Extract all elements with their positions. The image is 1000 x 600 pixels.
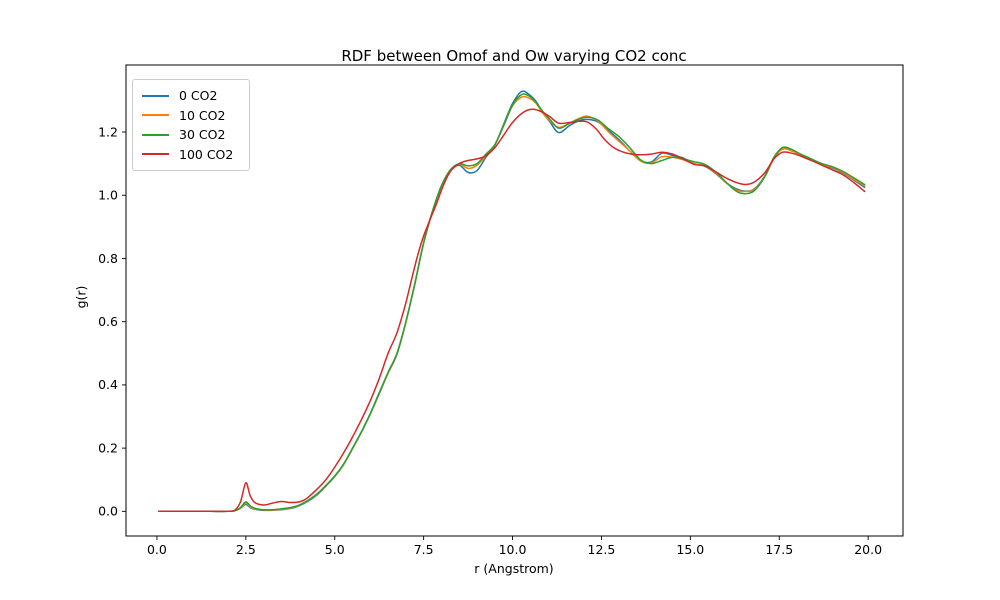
y-tick-label: 0.6 bbox=[98, 314, 118, 329]
chart-title: RDF between Omof and Ow varying CO2 conc bbox=[341, 47, 687, 65]
legend-line-swatch-green bbox=[142, 133, 169, 136]
x-tick-label: 5.0 bbox=[325, 542, 345, 557]
x-axis-label: r (Angstrom) bbox=[474, 561, 554, 576]
y-tick-label: 0.8 bbox=[98, 251, 118, 266]
legend-line-swatch-red bbox=[142, 153, 169, 156]
y-axis-label: g(r) bbox=[73, 285, 89, 309]
x-tick-label: 15.0 bbox=[676, 542, 704, 557]
legend-label: 0 CO2 bbox=[179, 88, 218, 103]
x-tick-label: 20.0 bbox=[854, 542, 882, 557]
legend: 0 CO2 10 CO2 30 CO2 100 CO2 bbox=[132, 79, 250, 171]
series-line-100-co2 bbox=[157, 108, 866, 513]
legend-label: 100 CO2 bbox=[179, 146, 234, 162]
x-tick-label: 10.0 bbox=[499, 542, 527, 557]
y-tick-label: 1.0 bbox=[98, 188, 118, 203]
axes-frame bbox=[125, 64, 904, 537]
legend-entry-30co2: 30 CO2 bbox=[142, 125, 241, 145]
legend-label: 10 CO2 bbox=[179, 107, 226, 123]
x-tick-label: 2.5 bbox=[236, 542, 256, 557]
y-tick-label: 0.4 bbox=[98, 377, 118, 392]
series-line-30-co2 bbox=[157, 93, 866, 513]
legend-entry-10co2: 10 CO2 bbox=[142, 106, 241, 126]
x-tick-label: 17.5 bbox=[765, 542, 793, 557]
y-tick-label: 0.2 bbox=[98, 440, 118, 455]
series-line-0-co2 bbox=[157, 90, 866, 513]
series-line-10-co2 bbox=[157, 95, 866, 513]
x-tick-label: 12.5 bbox=[588, 542, 616, 557]
legend-line-swatch-orange bbox=[142, 114, 169, 117]
legend-label: 30 CO2 bbox=[179, 127, 226, 142]
legend-line-swatch-blue bbox=[142, 94, 169, 97]
y-tick-label: 1.2 bbox=[98, 124, 118, 139]
x-tick-label: 7.5 bbox=[414, 542, 434, 557]
y-tick-label: 0.0 bbox=[98, 504, 118, 519]
x-tick-label: 0.0 bbox=[147, 542, 167, 557]
legend-entry-0co2: 0 CO2 bbox=[142, 86, 241, 106]
legend-entry-100co2: 100 CO2 bbox=[142, 145, 241, 165]
